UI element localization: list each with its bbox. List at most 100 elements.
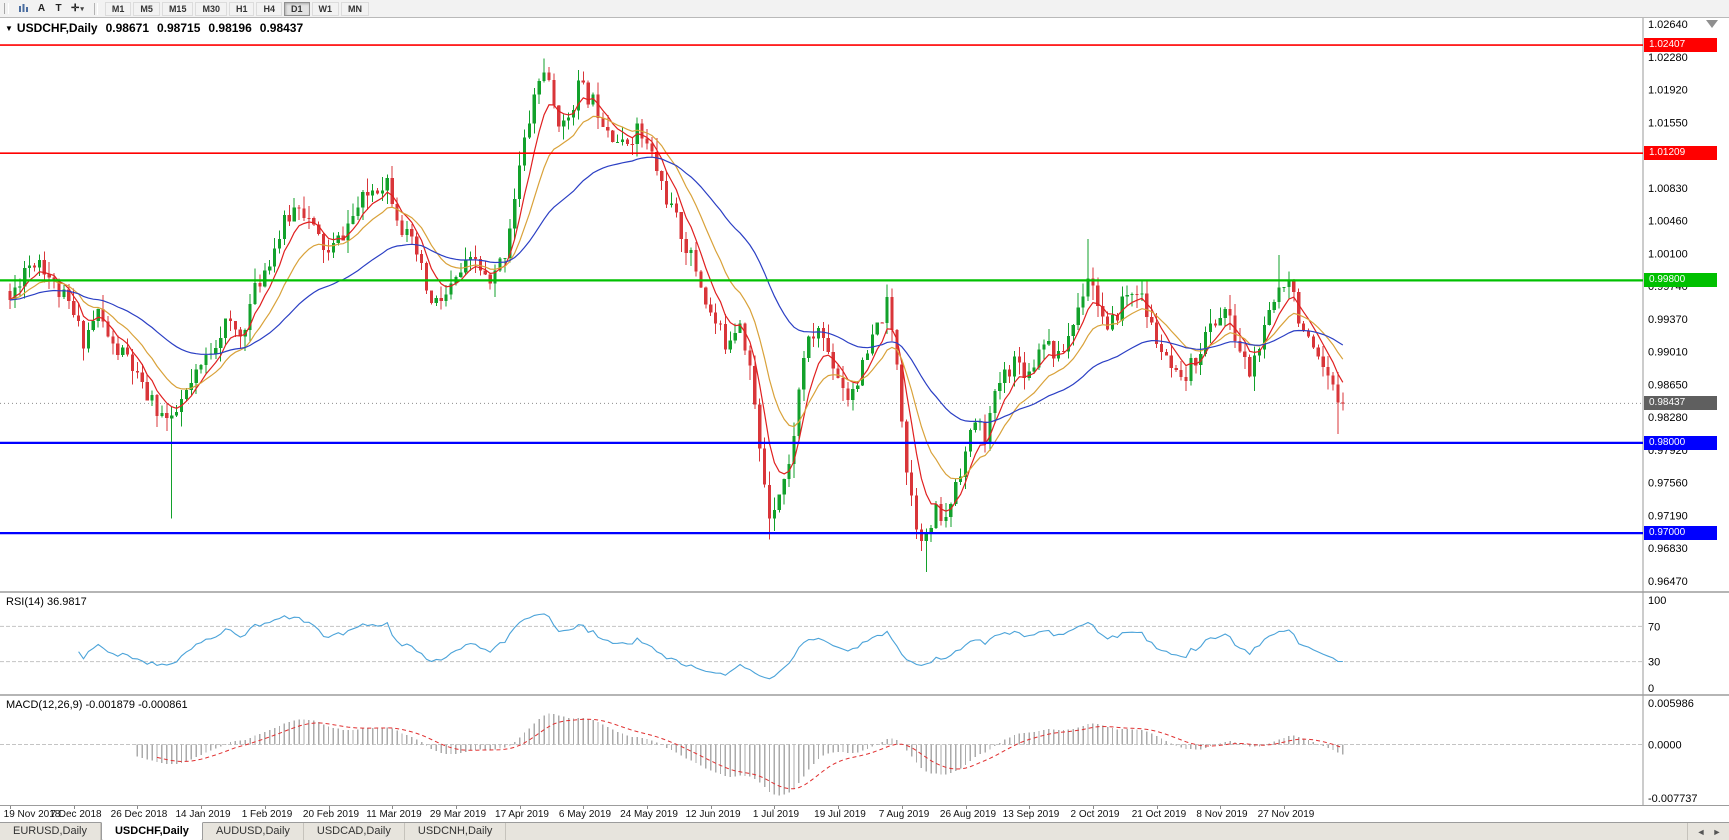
svg-text:0.99010: 0.99010 xyxy=(1648,347,1688,359)
svg-text:0.97560: 0.97560 xyxy=(1648,478,1688,490)
time-tick xyxy=(201,806,202,809)
date-label: 17 Apr 2019 xyxy=(495,809,549,820)
time-tick xyxy=(1220,806,1221,809)
price-line-badge[interactable]: 0.97000 xyxy=(1644,526,1717,540)
svg-text:70: 70 xyxy=(1648,621,1660,633)
chart-tab-bar: EURUSD,Daily USDCHF,Daily AUDUSD,Daily USDC… xyxy=(0,822,1729,840)
svg-text:1.02640: 1.02640 xyxy=(1648,19,1688,31)
timeframe-toolbar: M1 M5 M15 M30 H1 H4 D1 W1 MN xyxy=(104,1,370,16)
chart-tab-eurusd[interactable]: EURUSD,Daily xyxy=(0,823,101,840)
time-tick xyxy=(774,806,775,809)
chevron-down-icon: ▾ xyxy=(80,5,84,13)
text-tool-t-button[interactable]: T xyxy=(50,1,67,16)
time-tick xyxy=(520,806,521,809)
svg-text:0.97190: 0.97190 xyxy=(1648,510,1688,522)
date-label: 27 Nov 2019 xyxy=(1257,809,1315,820)
svg-text:1.00100: 1.00100 xyxy=(1648,248,1688,260)
timeframe-h1-button[interactable]: H1 xyxy=(228,1,255,16)
timeframe-m1-button[interactable]: M1 xyxy=(104,1,132,16)
tab-scroll-left-button[interactable]: ◄ xyxy=(1693,825,1709,839)
svg-text:1.02280: 1.02280 xyxy=(1648,52,1688,64)
text-tool-a-button[interactable]: A xyxy=(33,1,50,16)
time-tick xyxy=(392,806,393,809)
timeframe-m15-button[interactable]: M15 xyxy=(161,1,194,16)
timeframe-h4-button[interactable]: H4 xyxy=(256,1,282,16)
time-tick xyxy=(10,806,11,809)
time-tick xyxy=(329,806,330,809)
timeframe-d1-button[interactable]: D1 xyxy=(284,1,310,16)
chart-bars-icon[interactable] xyxy=(14,1,33,16)
close-value: 0.98437 xyxy=(259,21,304,35)
timeframe-mn-button[interactable]: MN xyxy=(341,1,370,16)
rsi-indicator-label: RSI(14) 36.9817 xyxy=(6,596,87,608)
date-label: 8 Nov 2019 xyxy=(1196,809,1248,820)
bars-glyph xyxy=(19,4,28,12)
open-value: 0.98671 xyxy=(105,21,149,35)
time-tick xyxy=(711,806,712,809)
chart-tab-usdcad[interactable]: USDCAD,Daily xyxy=(304,823,405,840)
moving-average-line xyxy=(9,115,1344,480)
price-line-badge[interactable]: 0.98000 xyxy=(1644,436,1717,450)
top-toolbar: A T ✛ ▾ M1 M5 M15 M30 H1 H4 D1 W1 MN xyxy=(0,0,1729,18)
panel-splitter[interactable] xyxy=(0,591,1729,593)
chart-tab-usdcnh[interactable]: USDCNH,Daily xyxy=(405,823,507,840)
time-tick xyxy=(583,806,584,809)
chart-tab-usdchf[interactable]: USDCHF,Daily xyxy=(100,822,203,840)
crosshair-icon: ✛ xyxy=(71,3,80,14)
rsi-line xyxy=(78,613,1343,680)
time-tick xyxy=(1284,806,1285,809)
high-value: 0.98715 xyxy=(157,21,201,35)
date-label: 19 Nov 2018 xyxy=(3,809,61,820)
collapse-icon[interactable]: ▼ xyxy=(5,24,13,33)
time-axis[interactable]: 19 Nov 2018 7 Dec 2018 26 Dec 2018 14 Jan 2… xyxy=(0,805,1729,823)
crosshair-tool-button[interactable]: ✛ ▾ xyxy=(67,1,88,16)
svg-text:0.98280: 0.98280 xyxy=(1648,412,1688,424)
date-label: 1 Jul 2019 xyxy=(752,809,800,820)
date-label: 12 Jun 2019 xyxy=(685,809,741,820)
time-tick xyxy=(838,806,839,809)
tab-scroll-right-button[interactable]: ► xyxy=(1709,825,1725,839)
date-label: 13 Sep 2019 xyxy=(1002,809,1060,820)
date-label: 26 Aug 2019 xyxy=(939,809,997,820)
time-tick xyxy=(74,806,75,809)
toolbar-grip[interactable] xyxy=(4,3,9,14)
chart-tab-audusd[interactable]: AUDUSD,Daily xyxy=(203,823,304,840)
svg-text:-0.007737: -0.007737 xyxy=(1648,793,1698,805)
price-line-badge[interactable]: 1.02407 xyxy=(1644,38,1717,52)
svg-text:0.99370: 0.99370 xyxy=(1648,314,1688,326)
date-label: 11 Mar 2019 xyxy=(366,809,422,820)
time-tick xyxy=(265,806,266,809)
timeframe-m30-button[interactable]: M30 xyxy=(195,1,227,16)
svg-text:0.005986: 0.005986 xyxy=(1648,698,1694,710)
svg-text:0.0000: 0.0000 xyxy=(1648,739,1682,751)
price-line-badge[interactable]: 1.01209 xyxy=(1644,146,1717,160)
timeframe-w1-button[interactable]: W1 xyxy=(311,1,340,16)
symbol-title: USDCHF,Daily xyxy=(16,21,98,35)
chart-shift-marker[interactable] xyxy=(1706,20,1718,28)
macd-indicator-label: MACD(12,26,9) -0.001879 -0.000861 xyxy=(6,699,188,711)
svg-text:1.01550: 1.01550 xyxy=(1648,117,1688,129)
timeframe-m5-button[interactable]: M5 xyxy=(133,1,160,16)
date-label: 2 Oct 2019 xyxy=(1070,809,1120,820)
svg-text:100: 100 xyxy=(1648,595,1666,607)
moving-average-line xyxy=(9,97,1344,512)
date-label: 19 Jul 2019 xyxy=(814,809,866,820)
time-tick xyxy=(456,806,457,809)
toolbar-separator xyxy=(93,2,98,15)
panel-splitter[interactable] xyxy=(0,694,1729,696)
time-tick xyxy=(647,806,648,809)
ohlc-readout[interactable]: ▼ USDCHF,Daily 0.98671 0.98715 0.98196 0.9843… xyxy=(5,21,303,35)
price-line-badge[interactable]: 0.99800 xyxy=(1644,273,1717,287)
date-label: 29 Mar 2019 xyxy=(429,809,487,820)
svg-text:30: 30 xyxy=(1648,657,1660,669)
macd-signal-line xyxy=(156,718,1343,790)
low-value: 0.98196 xyxy=(208,21,252,35)
bid-price-badge[interactable]: 0.98437 xyxy=(1644,396,1717,410)
svg-text:0: 0 xyxy=(1648,683,1654,695)
time-tick xyxy=(966,806,967,809)
svg-text:0.98650: 0.98650 xyxy=(1648,379,1688,391)
date-label: 6 May 2019 xyxy=(558,809,612,820)
moving-average-line xyxy=(9,156,1344,424)
date-label: 1 Feb 2019 xyxy=(241,809,293,820)
